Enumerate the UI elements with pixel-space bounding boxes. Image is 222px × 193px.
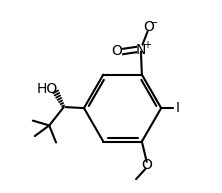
Text: +: + bbox=[143, 40, 151, 50]
Text: −: − bbox=[150, 18, 159, 28]
Text: O: O bbox=[143, 20, 154, 34]
Text: I: I bbox=[176, 101, 180, 115]
Text: HO: HO bbox=[36, 82, 57, 96]
Text: O: O bbox=[141, 158, 152, 172]
Text: O: O bbox=[111, 45, 122, 58]
Text: N: N bbox=[136, 43, 146, 57]
